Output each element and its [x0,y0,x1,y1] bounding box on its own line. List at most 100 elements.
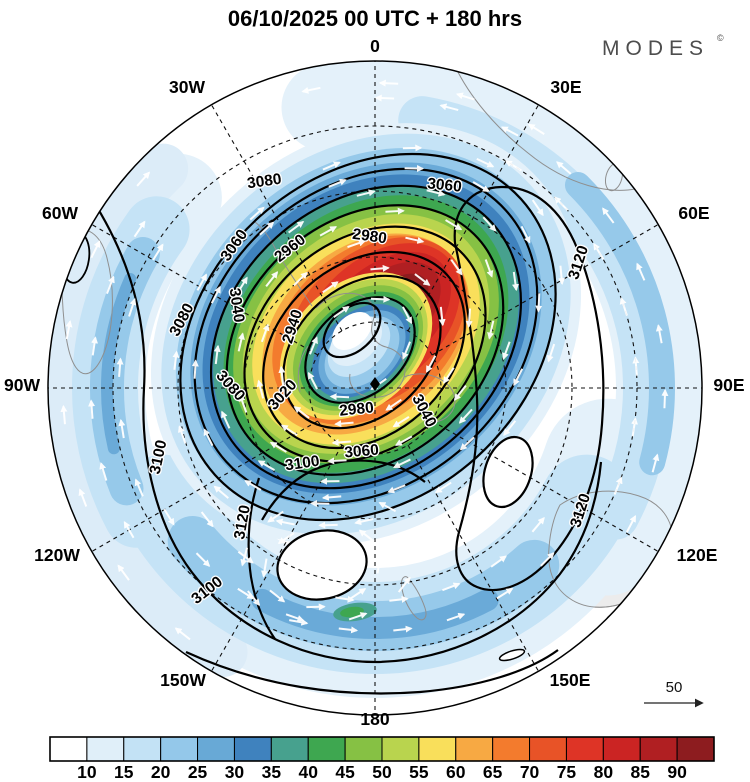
latitude-circle [243,256,507,520]
wind-arrow [370,295,391,303]
wind-arrow [554,196,569,211]
meridian-label-60W: 60W [42,203,78,223]
wind-arrow [397,576,411,593]
wind-arrow [293,271,308,287]
wind-arrow [482,216,497,232]
colorbar-cell [676,736,715,762]
wind-arrow [90,240,101,259]
wind-arrow [280,424,298,437]
wind-arrow [88,399,96,419]
wind-arrows [60,79,669,641]
wind-arrow [502,341,511,360]
wind-arrow [512,271,519,292]
wind-arrow [370,264,390,272]
wind-arrow [322,281,339,294]
wind-arrow [275,518,295,526]
wind-arrow [152,243,164,261]
contour-2940 [304,296,416,404]
contour-3080 [179,152,557,522]
wind-arrow [378,501,397,513]
wind-arrow [535,293,543,313]
wind-arrow [249,206,265,221]
wind-arrow [531,199,544,217]
colorbar-cell [233,736,272,762]
wind-arrow [78,488,88,507]
wind-arrow [402,341,411,360]
colorbar: 10 15 20 25 30 35 40 45 50 55 60 65 70 75 80 85 90 [49,736,715,782]
colorbar-cell [602,736,641,762]
wind-arrow [106,275,115,295]
wind-arrow [500,126,519,137]
wind-arrow [269,589,286,603]
wind-arrow [65,320,73,340]
colorbar-tick-label: 25 [188,762,208,782]
wind-arrow [327,457,347,465]
colorbar-cell [49,736,88,762]
wind-arrow [163,508,175,526]
wind-arrow [358,529,375,543]
wind-arrow [445,219,463,231]
wind-arrow [136,171,151,187]
wind-arrow [244,479,262,491]
figure-title: 06/10/2025 00 UTC + 180 hrs [228,6,522,31]
wind-arrow [625,514,637,533]
colorbar-cell [455,736,494,762]
wind-arrow [319,226,338,237]
wind-arrow [329,393,350,401]
colorbar-tick-label: 75 [557,762,577,782]
colorbar-tick-label: 40 [298,762,318,782]
wind-arrow [651,453,660,473]
wind-arrow [453,384,467,401]
colorbar-tick-label: 30 [225,762,245,782]
contour-3020 [225,204,505,476]
contour-label: 3060 [426,175,462,196]
wind-arrow [333,305,350,318]
wind-arrow [259,221,275,236]
wind-arrow [405,236,425,244]
colorbar-tick-label: 15 [114,762,134,782]
wind-arrow [265,271,279,288]
wind-arrow [117,564,130,581]
wind-arrow [632,356,640,376]
colorbar-tick-label: 35 [262,762,282,782]
wind-arrow [347,239,366,249]
wind-arrow [505,160,523,172]
wind-arrow [210,285,221,304]
wind-arrow [123,520,135,539]
wind-arrow [354,518,374,526]
wind-arrow [60,404,68,425]
meridian-label-180: 180 [360,709,389,729]
meridian-label-150E: 150E [550,670,591,690]
africa-coast [454,65,647,191]
modes-logo: MODES [602,37,709,60]
wind-arrow [174,627,191,641]
wind-arrow [476,157,495,168]
contour-label: 2980 [338,399,374,420]
wind-arrow [636,262,646,281]
colorbar-tick-label: 55 [409,762,429,782]
wind-arrow [374,94,395,102]
wind-arrow [619,297,628,316]
meridian-label-30W: 30W [169,77,205,97]
reference-arrow-label: 50 [666,679,683,696]
contour-3040 [209,184,523,490]
wind-arrow [458,408,473,424]
wind-arrow [203,428,214,447]
colorbar-cell [270,736,309,762]
wind-arrow [237,550,254,564]
wind-arrow [540,552,555,567]
wind-arrow [256,379,265,399]
wind-arrow [238,394,248,413]
wind-arrow [331,438,352,446]
wind-arrow [237,332,245,352]
wind-arrow [613,476,623,495]
wind-arrow [558,265,566,286]
wind-arrow [385,207,405,215]
colorbar-cell [344,736,383,762]
wind-arrow [484,259,494,278]
wind-arrow [575,507,587,525]
wind-arrow [257,460,275,472]
wind-arrow [496,587,514,600]
wind-arrow [283,579,302,589]
